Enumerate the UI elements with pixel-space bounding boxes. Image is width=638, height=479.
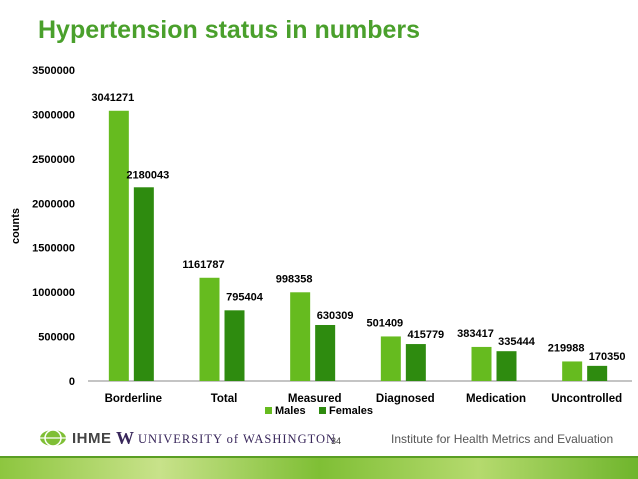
footer-divider	[0, 456, 638, 458]
bar-males	[199, 277, 220, 381]
data-label: 998358	[276, 273, 313, 285]
bar-females	[496, 351, 517, 381]
y-tick-label: 1500000	[32, 243, 75, 255]
legend-label-females: Females	[329, 405, 373, 417]
bar-females	[224, 310, 245, 381]
x-axis-categories: Borderline Total Measured Diagnosed Medicati…	[105, 393, 623, 405]
y-axis-label-group: counts	[10, 208, 22, 244]
data-labels: 3041271 2180043 1161787 795404 998358 630309 5…	[91, 92, 625, 363]
data-label: 2180043	[126, 169, 169, 181]
bar-females	[133, 187, 154, 381]
bar-males	[471, 346, 492, 381]
y-tick-label: 2000000	[32, 198, 75, 210]
data-label: 501409	[366, 317, 403, 329]
x-category-label: Total	[211, 393, 238, 405]
bar-females	[315, 324, 336, 381]
legend-label-males: Males	[275, 405, 306, 417]
ihme-logo: IHME	[38, 428, 112, 448]
footer-band	[0, 458, 638, 479]
bar-females	[405, 344, 426, 381]
bar-females	[587, 365, 608, 381]
x-category-label: Borderline	[105, 393, 163, 405]
chart-title: Hypertension status in numbers	[38, 16, 421, 44]
data-label: 3041271	[91, 92, 134, 104]
y-tick-label: 500000	[38, 332, 75, 344]
data-label: 1161787	[182, 259, 224, 271]
y-tick-label: 3500000	[32, 65, 75, 77]
y-tick-label: 3000000	[32, 109, 75, 121]
data-label: 219988	[548, 342, 585, 354]
x-category-label: Measured	[288, 393, 342, 405]
y-axis-ticks: 0 500000 1000000 1500000 2000000 2500000 30000…	[32, 65, 75, 388]
bar-males	[562, 361, 583, 381]
ihme-logo-text: IHME	[72, 429, 112, 447]
y-axis-label: counts	[10, 208, 22, 244]
institute-text: Institute for Health Metrics and Evaluat…	[391, 432, 614, 446]
bar-series	[108, 110, 608, 381]
bar-males	[108, 110, 129, 381]
data-label: 415779	[407, 329, 444, 341]
y-tick-label: 2500000	[32, 154, 75, 166]
legend-swatch-females	[319, 407, 326, 414]
data-label: 335444	[498, 336, 536, 348]
uw-logo-text: UNIVERSITY of WASHINGTON	[138, 432, 337, 446]
x-category-label: Diagnosed	[376, 393, 435, 405]
data-label: 630309	[317, 310, 354, 322]
page-number: 34	[331, 436, 342, 446]
legend: Males Females	[265, 405, 373, 417]
data-label: 795404	[226, 291, 264, 303]
legend-swatch-males	[265, 407, 272, 414]
data-label: 170350	[589, 351, 626, 363]
uw-logo-icon: W	[116, 428, 134, 448]
x-category-label: Uncontrolled	[551, 393, 622, 405]
bar-males	[290, 292, 311, 381]
y-tick-label: 0	[69, 376, 75, 388]
bar-chart: counts 0 500000 1000000 1500000 2000000 25000…	[10, 65, 632, 417]
bar-males	[380, 336, 401, 381]
x-category-label: Medication	[466, 393, 526, 405]
data-label: 383417	[457, 328, 494, 340]
ihme-globe-icon	[40, 429, 66, 447]
y-tick-label: 1000000	[32, 287, 75, 299]
